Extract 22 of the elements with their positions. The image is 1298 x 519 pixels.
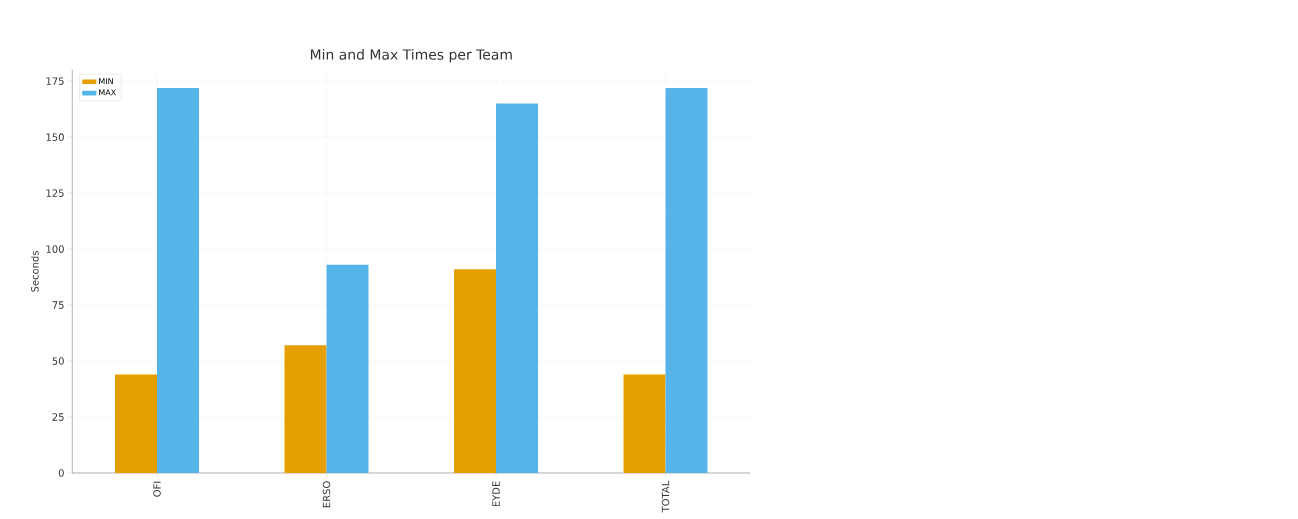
y-tick-label: 0 [58, 469, 64, 477]
bar [623, 374, 666, 473]
y-tick-label: 100 [46, 245, 64, 253]
bar [454, 269, 497, 473]
bar [157, 87, 200, 473]
y-tick-label: 75 [52, 301, 64, 309]
bar [115, 374, 158, 473]
x-tick-label: TOTAL [661, 480, 670, 513]
chart-title: Min and Max Times per Team [310, 48, 512, 63]
y-axis-title: Seconds [30, 251, 39, 292]
y-tick-label: 125 [46, 189, 64, 197]
x-tick-label: ERSO [322, 481, 331, 508]
bar [496, 103, 539, 473]
y-tick-label: 50 [52, 357, 64, 365]
y-tick-label: 150 [46, 133, 64, 141]
x-tick-label: OFI [153, 481, 161, 497]
y-tick-label: 175 [46, 77, 64, 85]
x-tick-label: EYDE [492, 481, 500, 507]
bar [665, 87, 708, 473]
bar [284, 345, 327, 473]
bar [326, 264, 369, 473]
y-tick-label: 25 [52, 413, 64, 421]
